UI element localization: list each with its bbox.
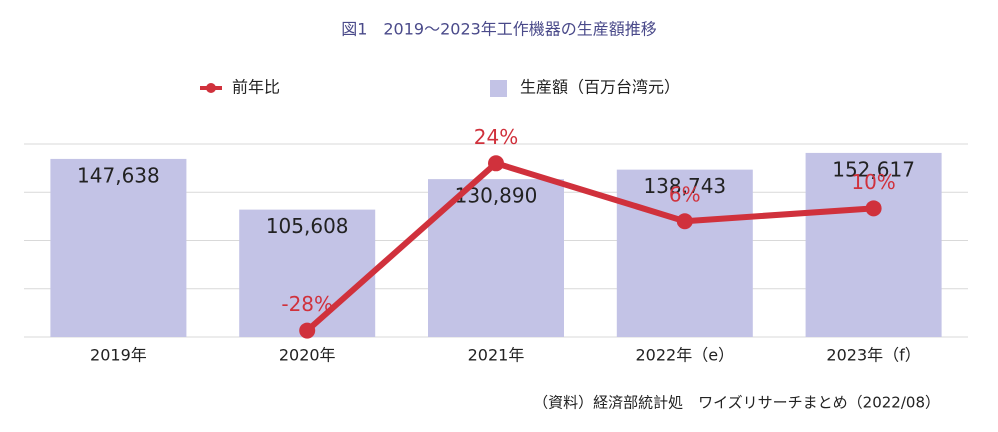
line-value-label: 24% [474,125,518,149]
line [305,160,874,333]
legend-label: 生産額（百万台湾元） [520,78,680,97]
x-tick-label: 2023年（f） [826,346,920,365]
bar [616,169,753,337]
line-value-label: 6% [669,183,701,207]
bar [805,152,942,337]
x-tick-label: 2021年 [468,346,525,365]
legend-marker [206,83,216,93]
line-marker [676,213,693,230]
x-tick-label: 2019年 [90,346,147,365]
source-note: （資料）経済部統計処 ワイズリサーチまとめ（2022/08） [533,394,940,412]
line-value-label: -28% [281,292,333,316]
bar [50,158,187,337]
bar-value-label: 138,743 [643,174,726,198]
legend-swatch [490,80,507,97]
chart-title: 図1 2019～2023年工作機器の生産額推移 [341,20,657,39]
legend-label: 前年比 [232,78,280,97]
bar-value-label: 152,617 [832,157,915,181]
bar-value-label: 147,638 [77,163,160,187]
line-marker [299,322,316,339]
line-marker [488,155,504,172]
x-tick-label: 2022年（e） [636,346,735,365]
x-tick-label: 2020年 [279,346,336,365]
bar [239,209,376,337]
line-value-label: 10% [851,170,895,194]
line-marker [865,200,882,217]
bar-value-label: 105,608 [266,214,349,238]
